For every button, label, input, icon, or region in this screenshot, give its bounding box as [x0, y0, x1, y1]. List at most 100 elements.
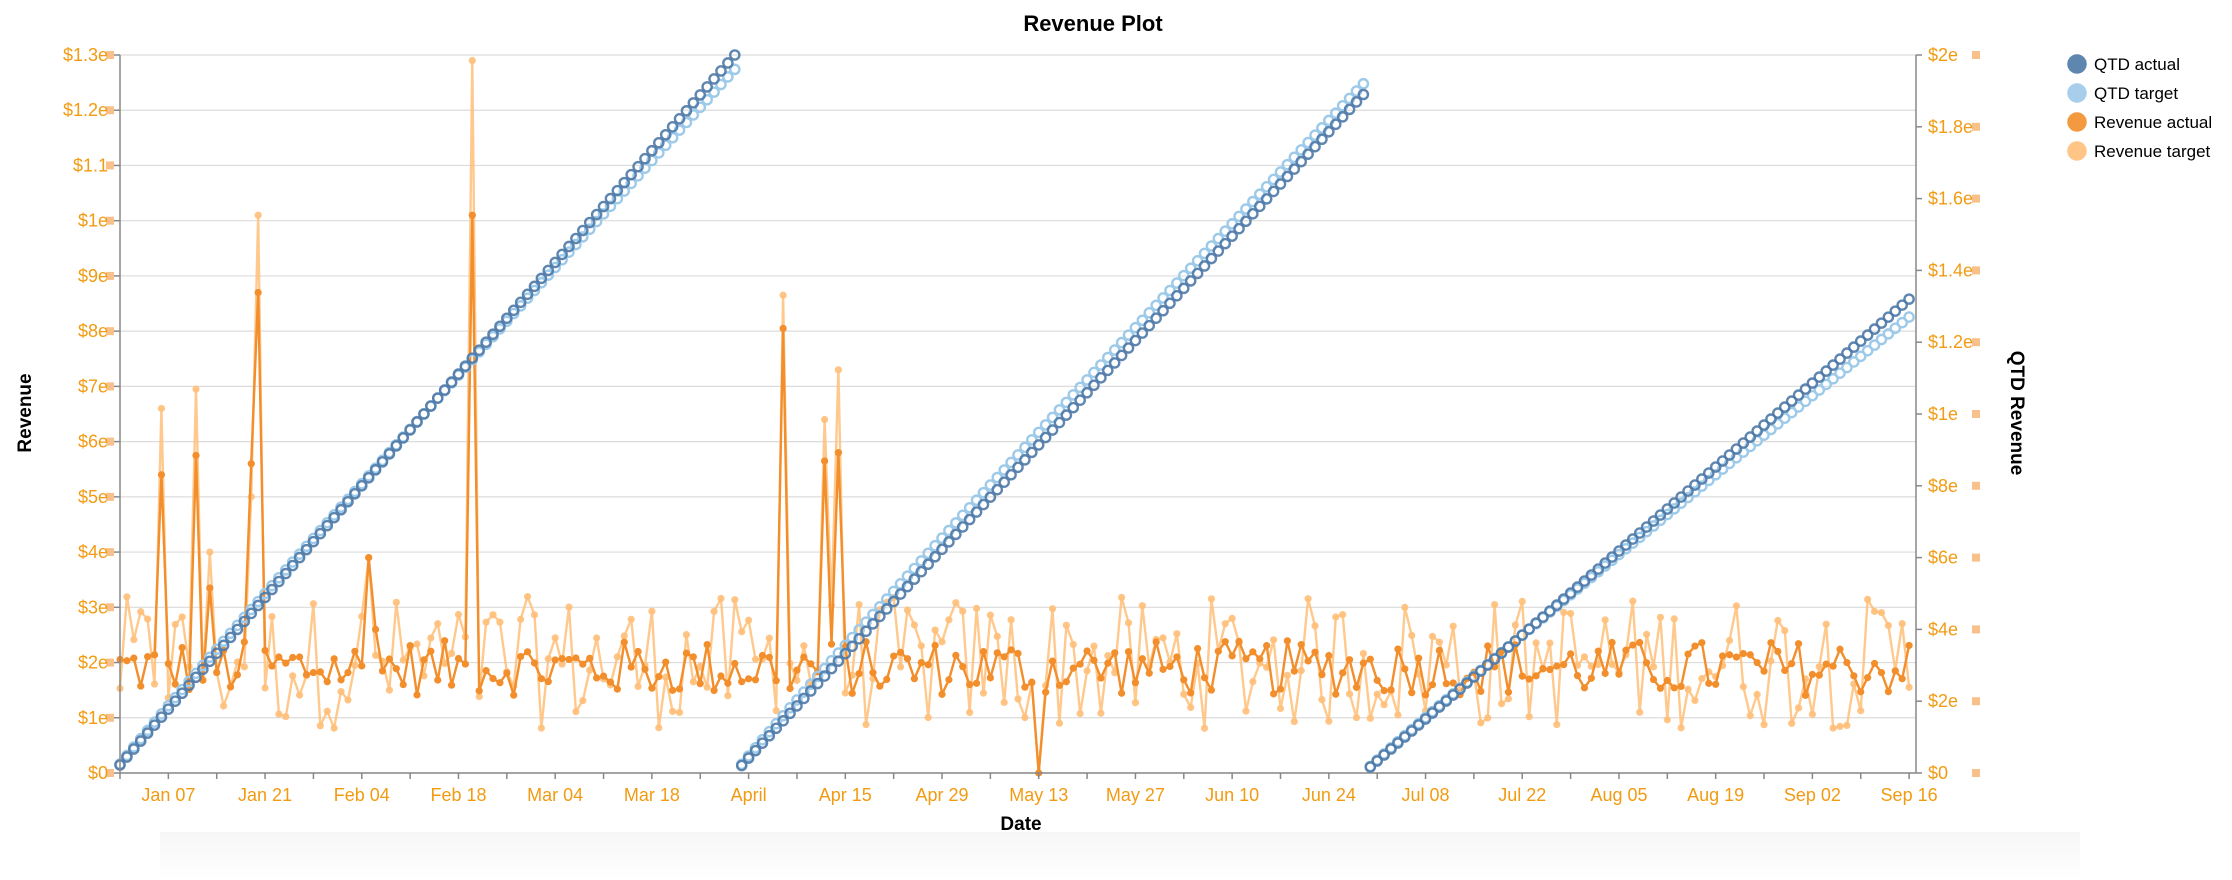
revenue-target-point	[938, 638, 946, 646]
revenue-target-point	[171, 620, 179, 629]
legend-label-2[interactable]: Revenue actual	[2094, 113, 2212, 132]
revenue-target-point	[1870, 607, 1879, 616]
qtd-actual-point	[1861, 329, 1874, 341]
revenue-target-point	[1249, 678, 1257, 686]
revenue-target-point	[1580, 653, 1589, 661]
revenue-actual-point	[1870, 659, 1879, 668]
qtd-actual-point	[335, 503, 347, 516]
revenue-target-point	[986, 611, 994, 619]
legend-swatch-1[interactable]	[2067, 83, 2087, 103]
revenue-actual-point	[1042, 688, 1050, 696]
revenue-actual-point	[952, 651, 960, 659]
x-tick-label: Sep 16	[1881, 785, 1938, 805]
qtd-actual-point	[1102, 364, 1114, 377]
qtd-actual-point	[1716, 455, 1729, 467]
qtd-actual-point	[1530, 617, 1542, 629]
qtd-actual-point	[1440, 695, 1453, 707]
revenue-target-point	[496, 618, 504, 626]
revenue-target-point	[137, 608, 145, 616]
revenue-actual-point	[1504, 688, 1513, 696]
revenue-actual-point	[1781, 666, 1789, 675]
revenue-target-point	[993, 632, 1001, 640]
qtd-target-point	[1633, 531, 1646, 544]
revenue-actual-point	[1725, 651, 1734, 659]
qtd-target-point	[791, 694, 803, 706]
revenue-actual-line	[119, 215, 1911, 774]
qtd-actual-point	[307, 535, 320, 548]
qtd-actual-point	[321, 519, 334, 532]
qtd-target-point	[1081, 374, 1093, 386]
qtd-actual-point	[494, 320, 506, 333]
revenue-target-point	[1601, 616, 1609, 624]
qtd-target-point	[604, 200, 617, 213]
revenue-actual-point	[226, 683, 235, 691]
legend-swatch-0[interactable]	[2067, 54, 2087, 74]
revenue-actual-point	[772, 677, 780, 685]
qtd-actual-point	[252, 599, 264, 612]
qtd-actual-point	[956, 521, 969, 533]
revenue-actual-point	[669, 686, 677, 694]
revenue-actual-point	[1698, 639, 1706, 647]
qtd-actual-point	[231, 623, 244, 636]
revenue-actual-point	[1691, 642, 1699, 650]
revenue-actual-point	[1380, 687, 1388, 695]
revenue-actual-point	[309, 668, 318, 677]
qtd-actual-point	[1019, 454, 1031, 466]
revenue-target-point	[682, 631, 691, 639]
revenue-actual-point	[1000, 653, 1008, 661]
qtd-actual-point	[1426, 707, 1439, 719]
revenue-actual-point	[1276, 685, 1285, 693]
qtd-actual-point	[183, 679, 195, 692]
qtd-actual-point	[894, 588, 907, 600]
revenue-actual-point	[1373, 676, 1381, 684]
revenue-actual-point	[890, 652, 898, 660]
qtd-target-point	[728, 63, 741, 76]
revenue-actual-point	[178, 643, 186, 652]
revenue-target-point	[1173, 630, 1181, 638]
revenue-actual-point	[1718, 652, 1727, 660]
legend-label-3[interactable]: Revenue target	[2094, 142, 2211, 161]
qtd-actual-point	[1177, 282, 1190, 295]
y-right-tick-label: $8e	[1928, 476, 1958, 496]
chart-title: Revenue Plot	[1023, 11, 1163, 36]
revenue-target-point	[268, 612, 276, 621]
legend-label-0[interactable]: QTD actual	[2094, 55, 2180, 74]
qtd-actual-point	[1875, 317, 1888, 329]
revenue-actual-point	[1649, 675, 1658, 684]
revenue-actual-point	[1028, 678, 1036, 686]
qtd-actual-point	[839, 647, 852, 660]
revenue-actual-point	[1021, 683, 1029, 691]
revenue-actual-point	[565, 655, 573, 664]
x-tick-label: May 27	[1106, 785, 1165, 805]
qtd-actual-point	[452, 368, 465, 380]
y-right-tick-label: $1.2e	[1928, 332, 1973, 352]
qtd-actual-point	[1122, 342, 1135, 354]
qtd-actual-point	[528, 280, 541, 293]
legend-label-1[interactable]: QTD target	[2094, 84, 2178, 103]
y-left-tick-marker	[106, 216, 114, 225]
qtd-actual-point	[860, 625, 872, 638]
revenue-target-point	[1808, 710, 1816, 718]
legend-swatch-2[interactable]	[2067, 112, 2087, 132]
qtd-actual-point	[1323, 125, 1335, 138]
y-left-tick-marker	[106, 51, 114, 59]
revenue-target-point	[1608, 660, 1616, 668]
qtd-actual-point	[1046, 424, 1059, 436]
qtd-actual-point	[694, 89, 707, 101]
legend[interactable]: QTD actual QTD target Revenue actual Revenu…	[2067, 54, 2212, 161]
revenue-target-point	[1663, 716, 1671, 724]
revenue-actual-point	[385, 655, 393, 663]
qtd-actual-point	[1350, 96, 1363, 108]
qtd-actual-point	[355, 479, 368, 492]
qtd-actual-point	[874, 610, 886, 623]
revenue-actual-point	[1712, 680, 1720, 688]
qtd-actual-point	[1267, 185, 1280, 198]
qtd-actual-point	[1592, 563, 1605, 575]
revenue-actual-point	[1622, 646, 1630, 654]
qtd-actual-point	[804, 685, 817, 697]
qtd-actual-point	[1343, 103, 1356, 116]
revenue-actual-point	[938, 690, 946, 698]
legend-swatch-3[interactable]	[2067, 141, 2087, 161]
qtd-actual-point	[1191, 267, 1204, 280]
revenue-actual-point	[883, 675, 891, 683]
